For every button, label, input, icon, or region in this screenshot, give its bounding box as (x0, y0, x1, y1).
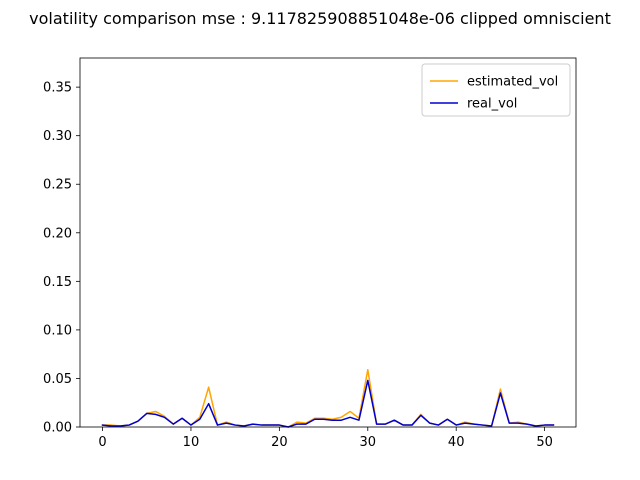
x-tick-label: 20 (271, 435, 288, 450)
legend-label-estimated-vol: estimated_vol (467, 75, 558, 90)
series-line-real-vol (101, 379, 555, 428)
x-tick-label: 10 (183, 435, 200, 450)
legend-label-real-vol: real_vol (467, 97, 517, 112)
y-tick-label: 0.30 (43, 129, 72, 144)
x-tick-label: 40 (448, 435, 465, 450)
y-tick-label: 0.35 (43, 81, 72, 96)
y-tick-label: 0.10 (43, 323, 72, 338)
x-tick-label: 30 (360, 435, 377, 450)
plot-area: 0 10 20 30 40 50 0.00 0.05 0.10 0.15 0.20 0.25 0.30 0… (43, 57, 577, 450)
y-tick-label: 0.25 (43, 178, 72, 193)
y-tick-label: 0.00 (43, 421, 72, 436)
y-tick-label: 0.05 (43, 372, 72, 387)
chart-title: volatility comparison mse : 9.1178259088… (29, 9, 611, 28)
x-tick-label: 0 (98, 435, 106, 450)
y-tick-label: 0.15 (43, 275, 72, 290)
axes-frame (79, 57, 577, 428)
x-tick-label: 50 (536, 435, 553, 450)
legend-box (421, 63, 571, 117)
y-tick-label: 0.20 (43, 226, 72, 241)
series-line-estimated-vol (101, 368, 555, 428)
